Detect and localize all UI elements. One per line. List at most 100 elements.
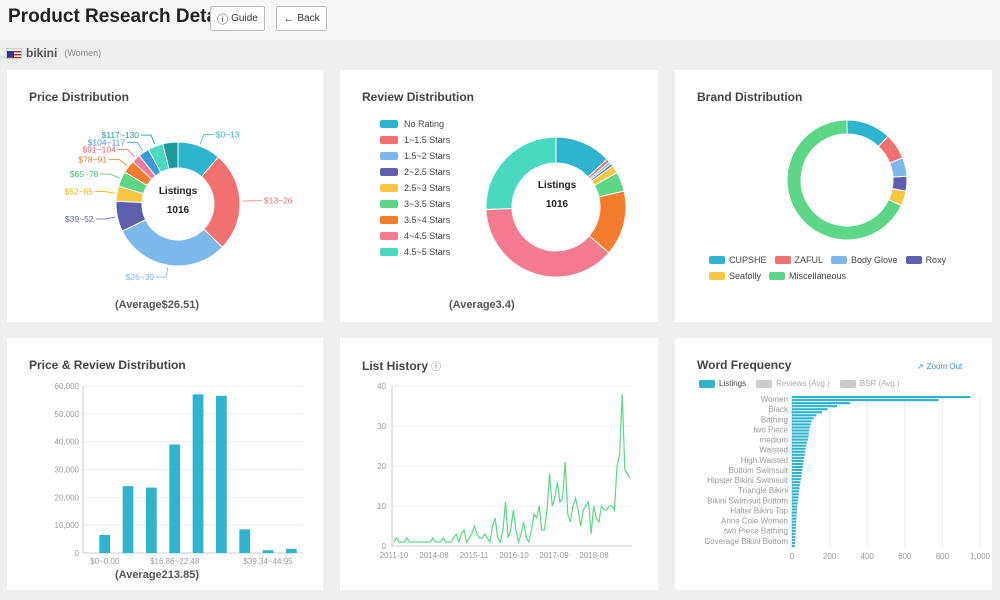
- word-frequency-bar[interactable]: [792, 481, 801, 484]
- word-frequency-bar[interactable]: [792, 399, 939, 402]
- word-frequency-bar[interactable]: [792, 432, 809, 435]
- brand-legend: CUPSHE ZAFUL Body Glove Roxy Seafolly Miscell…: [709, 252, 989, 284]
- legend-label: CUPSHE: [729, 255, 767, 265]
- word-frequency-bar[interactable]: [792, 414, 817, 417]
- word-frequency-bar[interactable]: [792, 487, 800, 490]
- word-frequency-bar[interactable]: [792, 544, 795, 548]
- review-slice-4-4-5-stars[interactable]: [485, 208, 610, 278]
- word-frequency-bar[interactable]: [792, 465, 803, 469]
- price-label-line: [95, 191, 115, 194]
- word-frequency-bar[interactable]: [792, 456, 805, 459]
- brand-slice-miscellaneous[interactable]: [786, 119, 902, 241]
- word-frequency-bar[interactable]: [792, 541, 796, 545]
- word-frequency-bar[interactable]: [792, 402, 851, 405]
- word-frequency-bar[interactable]: [792, 417, 814, 420]
- price-slice-label: $78~91: [78, 154, 107, 164]
- brand-legend-item[interactable]: ZAFUL: [774, 252, 823, 268]
- word-label: Anne Cole Women: [721, 517, 788, 526]
- word-frequency-bar[interactable]: [792, 496, 799, 499]
- brand-legend-item[interactable]: Body Glove: [831, 252, 898, 268]
- price-review-bar[interactable]: [192, 394, 204, 553]
- review-legend-item[interactable]: 2.5~3 Stars: [380, 180, 450, 196]
- price-average: (Average$26.51): [115, 299, 199, 311]
- word-frequency-legend-item[interactable]: BSR (Avg.): [839, 379, 900, 388]
- review-legend-item[interactable]: 3~3.5 Stars: [380, 196, 450, 212]
- word-frequency-bar[interactable]: [792, 478, 802, 481]
- word-label: Halter Bikini Top: [730, 506, 788, 515]
- review-legend-item[interactable]: No Rating: [380, 116, 450, 132]
- word-frequency-bar[interactable]: [792, 396, 971, 399]
- word-frequency-bar[interactable]: [792, 475, 802, 478]
- price-slice--26-39[interactable]: [121, 219, 224, 267]
- list-history-title: List History: [362, 358, 429, 373]
- price-slice-10[interactable]: [162, 141, 179, 170]
- back-button[interactable]: ← Back: [276, 6, 327, 31]
- legend-swatch: [380, 120, 398, 128]
- word-frequency-bar[interactable]: [792, 502, 798, 505]
- review-legend-item[interactable]: 4~4.5 Stars: [380, 228, 450, 244]
- word-frequency-bar[interactable]: [792, 484, 800, 487]
- word-frequency-bar[interactable]: [792, 420, 812, 423]
- word-frequency-bar[interactable]: [792, 447, 806, 450]
- word-frequency-bar[interactable]: [792, 535, 796, 538]
- word-frequency-bar[interactable]: [792, 520, 797, 523]
- word-frequency-bar[interactable]: [792, 517, 797, 520]
- price-review-bar[interactable]: [122, 486, 134, 553]
- price-review-bar[interactable]: [146, 487, 157, 553]
- word-frequency-bar[interactable]: [792, 426, 810, 429]
- price-review-bar[interactable]: [99, 534, 111, 553]
- word-frequency-bar[interactable]: [792, 505, 798, 508]
- price-review-bar[interactable]: [239, 529, 251, 553]
- review-legend-item[interactable]: 2~2.5 Stars: [380, 164, 450, 180]
- word-frequency-bar[interactable]: [792, 511, 797, 514]
- brand-legend-item[interactable]: Miscellaneous: [769, 268, 846, 284]
- word-frequency-bar[interactable]: [792, 462, 804, 466]
- word-frequency-legend-item[interactable]: Reviews (Avg.): [756, 379, 830, 388]
- word-frequency-bar[interactable]: [792, 472, 802, 475]
- word-frequency-bar[interactable]: [792, 499, 799, 502]
- word-frequency-bar[interactable]: [792, 438, 808, 441]
- review-legend-item[interactable]: 3.5~4 Stars: [380, 212, 450, 228]
- word-frequency-bar[interactable]: [792, 532, 796, 535]
- legend-swatch: [380, 168, 398, 176]
- brand-legend-item[interactable]: CUPSHE: [709, 252, 767, 268]
- word-frequency-bar[interactable]: [792, 441, 808, 444]
- word-frequency-bar[interactable]: [792, 453, 805, 456]
- word-frequency-bar[interactable]: [792, 493, 799, 496]
- price-review-bar[interactable]: [169, 444, 181, 553]
- price-review-bar[interactable]: [216, 395, 227, 553]
- word-frequency-bar[interactable]: [792, 523, 797, 526]
- word-frequency-bar[interactable]: [792, 490, 800, 493]
- word-frequency-bar[interactable]: [792, 468, 803, 472]
- word-frequency-bar[interactable]: [792, 423, 811, 426]
- word-frequency-bar[interactable]: [792, 405, 838, 408]
- word-frequency-bar[interactable]: [792, 435, 809, 438]
- word-frequency-bar[interactable]: [792, 514, 797, 517]
- price-review-bar[interactable]: [262, 550, 274, 553]
- word-frequency-legend-item[interactable]: Listings: [699, 379, 746, 388]
- word-frequency-bar[interactable]: [792, 411, 823, 414]
- review-legend-item[interactable]: 1.5~2 Stars: [380, 148, 450, 164]
- word-frequency-bar[interactable]: [792, 508, 798, 511]
- word-frequency-bar[interactable]: [792, 459, 804, 462]
- word-frequency-bar[interactable]: [792, 429, 810, 432]
- brand-legend-item[interactable]: Roxy: [905, 252, 946, 268]
- guide-button[interactable]: ⓘ Guide: [210, 6, 265, 31]
- price-review-bar[interactable]: [286, 548, 297, 553]
- zoom-out-button[interactable]: ↗ Zoom Out: [917, 362, 962, 371]
- word-frequency-bar[interactable]: [792, 408, 828, 411]
- review-average: (Average3.4): [449, 299, 515, 311]
- review-legend-item[interactable]: 1~1.5 Stars: [380, 132, 450, 148]
- word-frequency-bar[interactable]: [792, 538, 796, 542]
- list-history-line[interactable]: [393, 393, 631, 545]
- word-frequency-bar[interactable]: [792, 444, 807, 447]
- review-legend-item[interactable]: 4.5~5 Stars: [380, 244, 450, 260]
- word-frequency-bar[interactable]: [792, 529, 796, 532]
- review-slice-4-5-5-stars[interactable]: [485, 136, 557, 210]
- word-label: Coverage Bikini Bottom: [704, 537, 788, 546]
- word-frequency-bar[interactable]: [792, 450, 806, 453]
- word-frequency-bar[interactable]: [792, 526, 796, 529]
- info-icon[interactable]: ⓘ: [431, 362, 442, 373]
- brand-legend-item[interactable]: Seafolly: [709, 268, 761, 284]
- legend-swatch: [699, 379, 715, 388]
